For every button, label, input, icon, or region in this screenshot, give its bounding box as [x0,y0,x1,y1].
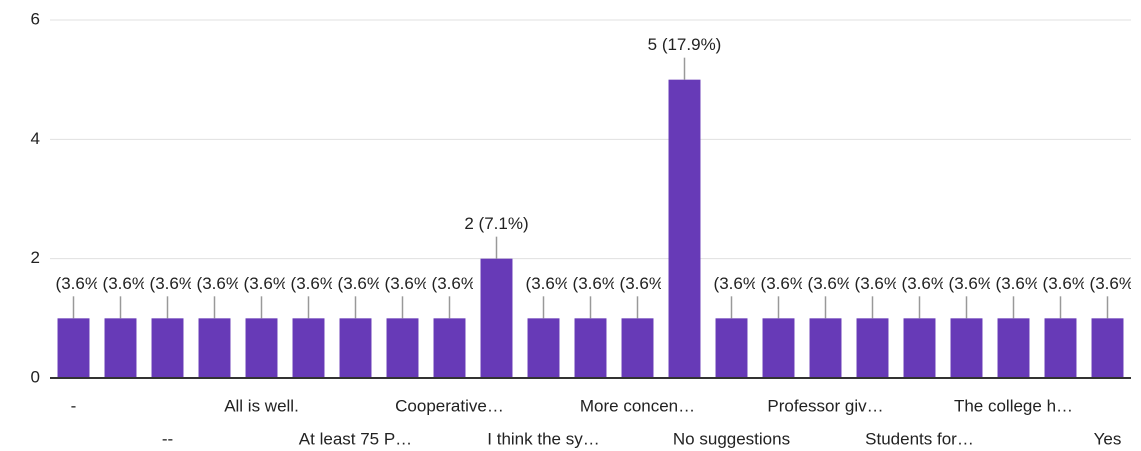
bar [762,318,795,378]
x-tick-label: No suggestions [673,429,790,448]
bar [339,318,372,378]
bar [715,318,748,378]
value-label: 1 (3.6%) [840,274,904,293]
value-label: 1 (3.6%) [934,274,998,293]
value-label: 1 (3.6%) [182,274,246,293]
value-label: 1 (3.6%) [605,274,669,293]
value-label: 1 (3.6%) [558,274,622,293]
x-tick-label: - [71,396,77,415]
bar [433,318,466,378]
bar [903,318,936,378]
x-tick-label: -- [162,429,173,448]
y-tick-label: 4 [31,129,40,148]
x-tick-label: Students for… [865,429,974,448]
y-tick-label: 0 [31,367,40,386]
x-tick-label: Cooperative… [395,396,504,415]
bar [292,318,325,378]
value-label: 5 (17.9%) [648,35,722,54]
x-tick-label: Yes [1094,429,1122,448]
bar [198,318,231,378]
bar [386,318,419,378]
value-label: 1 (3.6%) [1028,274,1092,293]
bar [574,318,607,378]
bar [997,318,1030,378]
bar [245,318,278,378]
x-tick-label: The college h… [954,396,1073,415]
value-label: 1 (3.6%) [41,274,105,293]
y-tick-label: 6 [31,9,40,28]
bar [527,318,560,378]
x-tick-label: All is well. [224,396,299,415]
x-tick-label: More concen… [580,396,695,415]
bar [104,318,137,378]
value-label: 1 (3.6%) [887,274,951,293]
value-label: 1 (3.6%) [88,274,152,293]
value-label: 1 (3.6%) [417,274,481,293]
bar [151,318,184,378]
bar [1091,318,1124,378]
value-label: 1 (3.6%) [793,274,857,293]
bar [950,318,983,378]
bar [1044,318,1077,378]
value-label: 1 (3.6%) [746,274,810,293]
y-tick-label: 2 [31,248,40,267]
value-label: 1 (3.6%) [323,274,387,293]
value-label: 1 (3.6%) [276,274,340,293]
value-label: 2 (7.1%) [464,214,528,233]
bar [57,318,90,378]
value-label: 1 (3.6%) [699,274,763,293]
bar [621,318,654,378]
value-label: 1 (3.6%) [135,274,199,293]
bar [809,318,842,378]
x-tick-label: Professor giv… [767,396,883,415]
value-label: 1 (3.6%) [370,274,434,293]
x-tick-label: At least 75 P… [299,429,412,448]
bar [856,318,889,378]
bar [668,79,701,379]
value-label: 1 (3.6%) [1075,274,1139,293]
value-label: 1 (3.6%) [981,274,1045,293]
value-label: 1 (3.6%) [229,274,293,293]
bar [480,258,513,378]
value-label: 1 (3.6%) [511,274,575,293]
x-tick-label: I think the sy… [487,429,599,448]
